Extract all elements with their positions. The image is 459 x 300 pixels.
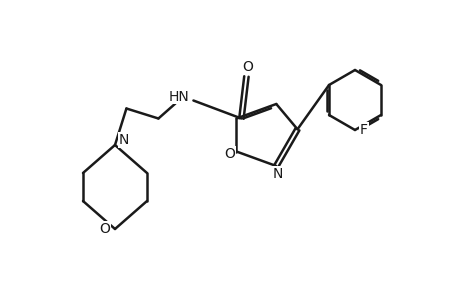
Text: O: O [224, 146, 235, 161]
Text: O: O [241, 59, 252, 74]
Text: N: N [273, 167, 283, 181]
Text: N: N [118, 133, 129, 147]
Text: F: F [359, 123, 367, 137]
Text: HN: HN [168, 89, 190, 103]
Text: O: O [99, 222, 110, 236]
